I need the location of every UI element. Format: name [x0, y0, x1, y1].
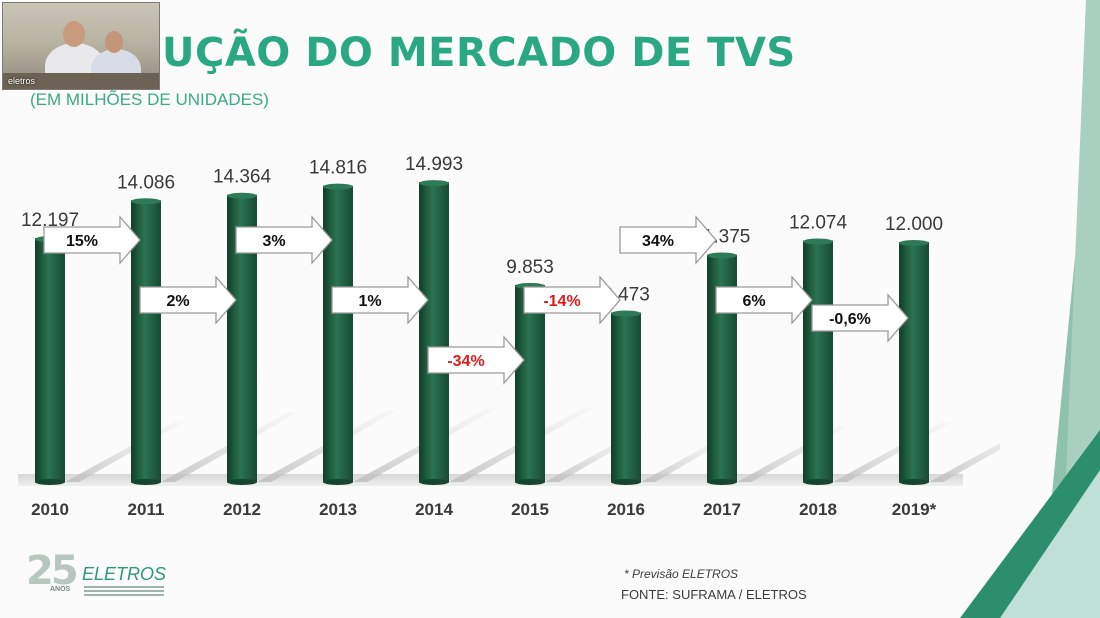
value-label: 14.993 — [405, 154, 463, 175]
growth-arrow-shape — [331, 275, 429, 325]
growth-arrow-shape — [715, 275, 813, 325]
value-label: 12.000 — [885, 214, 943, 235]
growth-arrow-shape — [811, 293, 909, 343]
value-label: 12.074 — [789, 213, 848, 234]
bar-base — [35, 479, 65, 485]
bar-cap — [131, 198, 161, 205]
bar-base — [419, 479, 449, 485]
bar-base — [227, 479, 257, 485]
bar-base — [515, 479, 545, 485]
year-label: 2011 — [128, 500, 165, 519]
bar-cap — [611, 310, 641, 317]
growth-arrow-shape — [619, 215, 717, 265]
video-thumbnail[interactable]: eletros — [2, 2, 160, 90]
growth-label: 6% — [742, 293, 765, 310]
video-participant-label: eletros — [8, 76, 36, 86]
growth-arrow: -34% — [427, 335, 525, 385]
bar-base — [803, 479, 833, 485]
year-label: 2015 — [511, 500, 549, 519]
bar-cap — [323, 183, 353, 190]
bar — [131, 200, 161, 482]
bar — [35, 238, 65, 482]
year-label: 2019* — [892, 500, 937, 519]
growth-label: 2% — [166, 293, 189, 310]
bar — [803, 240, 833, 482]
value-label: 14.086 — [117, 172, 175, 193]
growth-label: -14% — [543, 293, 580, 310]
bar-cap — [419, 180, 449, 187]
bar-base — [611, 479, 641, 485]
value-label: 9.853 — [506, 257, 554, 278]
logo-anos: ANOS — [50, 586, 71, 593]
growth-label: -34% — [447, 353, 484, 370]
bar-cap — [227, 192, 257, 199]
year-label: 2017 — [703, 500, 741, 519]
deco-bottom-triangle-light — [1000, 470, 1100, 618]
growth-label: 34% — [642, 233, 674, 250]
growth-arrow: 1% — [331, 275, 429, 325]
bar-cap — [707, 252, 737, 259]
bar-base — [131, 479, 161, 485]
year-label: 2010 — [31, 500, 69, 519]
growth-arrow: 3% — [235, 215, 333, 265]
growth-arrow: 34% — [619, 215, 717, 265]
growth-arrow: 6% — [715, 275, 813, 325]
bar — [515, 284, 545, 482]
person-figure — [105, 31, 123, 53]
logo-tagline — [84, 586, 164, 596]
growth-arrow: 15% — [43, 215, 141, 265]
bar-shadow — [929, 442, 1000, 482]
page-title: UÇÃO DO MERCADO DE TVS — [162, 30, 796, 76]
bar-base — [707, 479, 737, 485]
growth-label: -0,6% — [829, 311, 871, 328]
bar-shadow — [833, 422, 952, 482]
value-label: 12.197 — [21, 210, 79, 231]
growth-arrow-shape — [43, 215, 141, 265]
growth-arrow: 2% — [139, 275, 237, 325]
bar — [611, 312, 641, 482]
year-label: 2013 — [319, 500, 357, 519]
growth-arrow-shape — [523, 275, 621, 325]
bar — [419, 182, 449, 482]
forecast-footnote: * Previsão ELETROS — [624, 567, 739, 581]
bar-base — [323, 479, 353, 485]
bar-cap — [803, 238, 833, 245]
growth-label: 15% — [66, 233, 98, 250]
growth-arrow-shape — [139, 275, 237, 325]
growth-arrow-shape — [235, 215, 333, 265]
logo-number: 25 — [26, 548, 79, 594]
bar-base — [899, 479, 929, 485]
growth-label: 1% — [358, 293, 381, 310]
eletros-logo: 25 ANOS ELETROS — [20, 548, 170, 598]
bar-shadow — [641, 440, 728, 482]
year-label: 2012 — [223, 500, 261, 519]
growth-label: 3% — [262, 233, 285, 250]
logo-name: ELETROS — [82, 564, 167, 584]
year-label: 2018 — [799, 500, 837, 519]
bar — [323, 185, 353, 482]
year-label: 2016 — [607, 500, 645, 519]
page-subtitle: (EM MILHÕES DE UNIDADES) — [30, 90, 269, 109]
growth-arrow: -0,6% — [811, 293, 909, 343]
value-label: 14.816 — [309, 158, 367, 179]
bar — [899, 242, 929, 482]
data-source: FONTE: SUFRAMA / ELETROS — [621, 587, 807, 602]
person-figure — [63, 21, 85, 47]
year-label: 2014 — [415, 500, 453, 519]
value-label: 14.364 — [213, 167, 272, 188]
desk — [3, 73, 159, 89]
growth-arrow: -14% — [523, 275, 621, 325]
bar-shadow — [65, 421, 185, 482]
growth-arrow-shape — [427, 335, 525, 385]
bar-cap — [899, 240, 929, 246]
